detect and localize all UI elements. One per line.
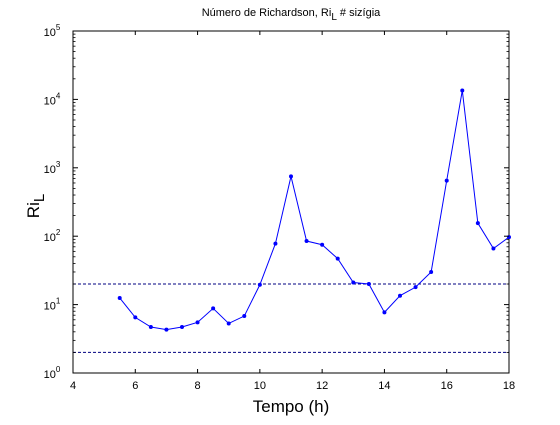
x-tick-label: 8 bbox=[195, 380, 201, 392]
data-point bbox=[398, 293, 402, 298]
y-tick-label: 103 bbox=[44, 160, 61, 176]
x-tick-label: 18 bbox=[503, 380, 515, 392]
reference-lines bbox=[73, 283, 509, 353]
data-point bbox=[180, 325, 184, 330]
y-tick-label: 104 bbox=[44, 91, 61, 107]
data-point bbox=[242, 314, 247, 319]
data-point bbox=[460, 88, 465, 93]
data-point bbox=[413, 285, 418, 290]
data-point bbox=[444, 178, 449, 183]
y-tick-label: 105 bbox=[44, 23, 61, 39]
data-point bbox=[195, 320, 200, 325]
data-point bbox=[133, 315, 138, 320]
data-point bbox=[304, 239, 309, 244]
y-axis-title: RiL bbox=[24, 194, 48, 218]
data-point bbox=[164, 327, 169, 332]
data-point bbox=[335, 256, 340, 261]
ticks-layer: 4 6 8 10 12 14 16 18 100 101 102 103 104 105 bbox=[44, 23, 515, 392]
data-point bbox=[289, 174, 293, 179]
data-point bbox=[382, 310, 387, 315]
chart-title: Número de Richardson, RiL # sizígia bbox=[202, 7, 381, 23]
data-point bbox=[148, 325, 153, 330]
x-tick-label: 14 bbox=[378, 380, 390, 392]
plot-area bbox=[72, 30, 510, 374]
data-point bbox=[257, 282, 262, 287]
data-point bbox=[475, 221, 480, 226]
x-tick-label: 6 bbox=[132, 380, 138, 392]
y-tick-label: 102 bbox=[44, 228, 61, 244]
y-tick-label: 100 bbox=[44, 365, 61, 381]
data-point bbox=[273, 241, 278, 246]
data-point bbox=[429, 269, 434, 274]
data-point bbox=[320, 242, 325, 247]
series-line-1 bbox=[119, 90, 510, 331]
data-point bbox=[491, 246, 496, 251]
x-tick-label: 4 bbox=[70, 380, 76, 392]
x-tick-label: 12 bbox=[316, 380, 328, 392]
y-tick-label: 101 bbox=[44, 297, 61, 313]
data-point bbox=[211, 306, 216, 311]
series-layer bbox=[117, 88, 511, 332]
data-point bbox=[366, 282, 371, 287]
data-point bbox=[226, 321, 231, 326]
data-point bbox=[351, 280, 356, 285]
x-tick-label: 16 bbox=[441, 380, 453, 392]
data-point bbox=[117, 295, 122, 300]
x-axis-title: Tempo (h) bbox=[253, 397, 330, 416]
x-tick-label: 10 bbox=[254, 380, 266, 392]
